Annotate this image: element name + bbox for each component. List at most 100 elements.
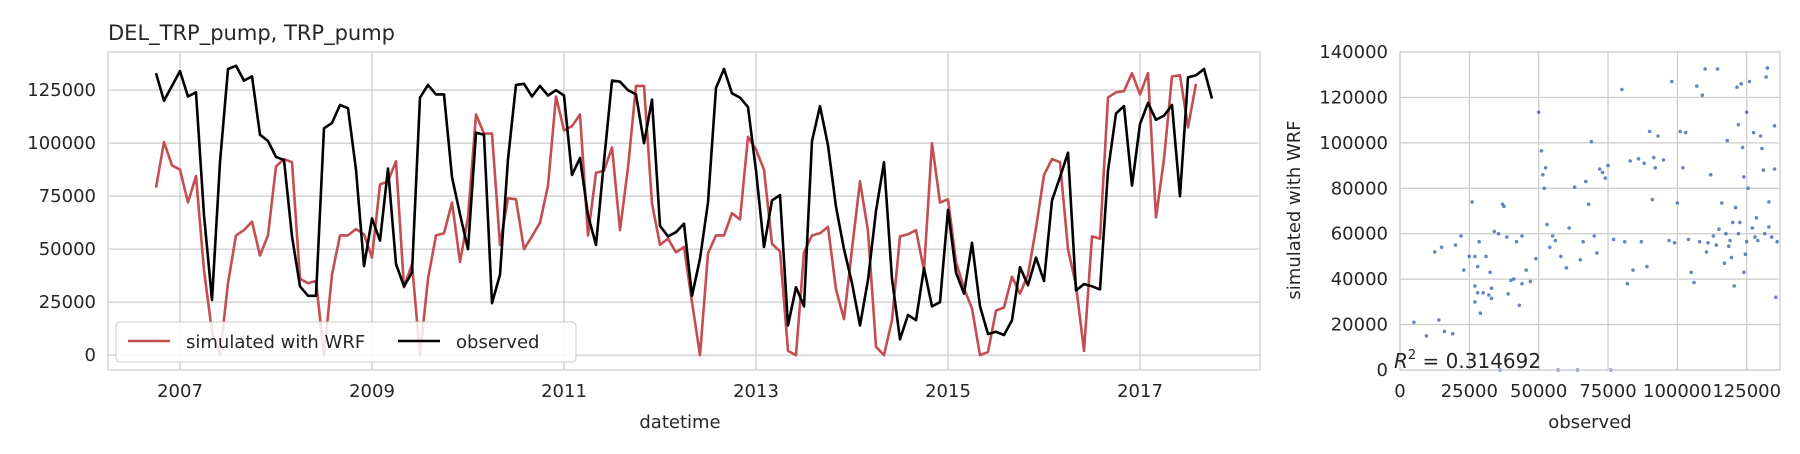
scatter-point xyxy=(1750,226,1755,230)
scatter-point xyxy=(1728,238,1732,243)
scatter-point xyxy=(1675,201,1680,205)
scatter-point xyxy=(1747,79,1752,84)
scatter-point xyxy=(1528,279,1533,284)
legend-label-simulated: simulated with WRF xyxy=(186,332,365,353)
scatter-point xyxy=(1753,235,1757,239)
scatter-point xyxy=(1708,172,1713,177)
y-tick-label: 20000 xyxy=(1331,315,1388,336)
scatter-point xyxy=(1724,231,1728,236)
scatter-point xyxy=(1744,110,1749,114)
scatter-point xyxy=(1722,261,1727,266)
x-tick-label: 75000 xyxy=(1579,381,1636,402)
scatter-point xyxy=(1692,280,1696,285)
scatter-point xyxy=(1539,149,1544,153)
scatter-point xyxy=(1586,202,1591,206)
x-tick-label: 125000 xyxy=(1712,381,1781,402)
scatter-point xyxy=(1462,268,1466,272)
scatter-point xyxy=(1545,222,1549,227)
scatter-point xyxy=(1488,270,1492,275)
scatter-point xyxy=(1450,331,1455,336)
series-line-simulated xyxy=(154,71,1198,357)
scatter-point xyxy=(1695,84,1699,88)
scatter-point xyxy=(1553,238,1558,243)
scatter-point xyxy=(1731,220,1735,225)
x-tick-label: 2013 xyxy=(733,381,779,402)
scatter-point xyxy=(1597,167,1602,171)
scatter-point xyxy=(1700,93,1705,97)
scatter-point xyxy=(1550,234,1555,238)
scatter-point xyxy=(1636,157,1641,161)
timeseries-chart: DEL_TRP_pump, TRP_pump 2007 2009 2011 2013 2… xyxy=(27,21,1261,433)
scatter-point xyxy=(1622,239,1627,244)
scatter-point xyxy=(1475,291,1480,295)
scatter-point xyxy=(1473,284,1477,288)
scatter-point xyxy=(1742,270,1746,275)
scatter-point xyxy=(1650,197,1655,202)
scatter-point xyxy=(1489,296,1494,301)
x-tick-label: 2017 xyxy=(1117,381,1163,402)
scatter-point xyxy=(1467,254,1472,259)
scatter-point xyxy=(1761,168,1766,172)
scatter-point xyxy=(1581,239,1585,244)
scatter-point xyxy=(1625,281,1630,286)
scatter-point xyxy=(1424,334,1429,338)
scatter-point xyxy=(1514,239,1519,244)
scatter-point xyxy=(1732,284,1736,288)
scatter-x-axis-label: observed xyxy=(1548,412,1631,433)
scatter-point xyxy=(1564,266,1569,270)
annotation-sup: 2 xyxy=(1408,348,1416,363)
scatter-point xyxy=(1509,278,1513,283)
scatter-point xyxy=(1559,254,1563,259)
scatter-point xyxy=(1473,254,1477,259)
scatter-point xyxy=(1726,244,1731,248)
scatter-point xyxy=(1459,234,1463,238)
scatter-point xyxy=(1489,286,1494,291)
scatter-point xyxy=(1703,67,1707,71)
scatter-point xyxy=(1470,200,1474,204)
scatter-point xyxy=(1735,85,1739,89)
x-tick-label: 50000 xyxy=(1510,381,1567,402)
scatter-point xyxy=(1744,239,1749,244)
scatter-x-ticks: 0 25000 50000 75000 100000 125000 xyxy=(1394,381,1781,402)
scatter-point xyxy=(1647,129,1652,134)
scatter-point xyxy=(1534,256,1538,261)
scatter-point xyxy=(1714,243,1718,247)
scatter-point xyxy=(1603,176,1608,180)
scatter-point xyxy=(1524,268,1528,272)
y-tick-label: 100000 xyxy=(27,133,96,154)
scatter-point xyxy=(1639,239,1644,244)
y-tick-label: 75000 xyxy=(39,186,96,207)
scatter-point xyxy=(1774,295,1778,300)
timeseries-x-axis-label: datetime xyxy=(639,412,720,433)
scatter-point xyxy=(1670,79,1674,84)
scatter-point xyxy=(1775,239,1779,244)
scatter-point xyxy=(1520,234,1524,238)
scatter-point xyxy=(1729,255,1734,260)
scatter-point xyxy=(1667,238,1671,243)
scatter-point xyxy=(1578,258,1583,262)
scatter-point xyxy=(1600,170,1605,175)
x-tick-label: 2007 xyxy=(157,381,203,402)
scatter-point xyxy=(1711,234,1716,238)
scatter-point xyxy=(1595,251,1599,255)
scatter-point xyxy=(1689,270,1693,275)
scatter-point xyxy=(1769,235,1774,239)
scatter-point xyxy=(1536,110,1541,114)
scatter-y-ticks: 0 20000 40000 60000 80000 100000 120000 140000 xyxy=(1319,42,1388,381)
annotation-r: R xyxy=(1394,349,1408,373)
scatter-point xyxy=(1653,166,1657,170)
x-tick-label: 0 xyxy=(1394,381,1405,402)
scatter-point xyxy=(1678,129,1682,134)
scatter-grid xyxy=(1399,51,1780,371)
scatter-point xyxy=(1631,268,1635,272)
scatter-chart: 0 25000 50000 75000 100000 125000 02000040000… xyxy=(1284,42,1781,433)
scatter-point xyxy=(1572,185,1577,189)
scatter-point xyxy=(1772,124,1777,128)
scatter-point xyxy=(1717,227,1721,231)
timeseries-frame xyxy=(107,51,1261,371)
scatter-point xyxy=(1481,291,1485,295)
y-tick-label: 120000 xyxy=(1319,87,1388,108)
scatter-point xyxy=(1496,231,1501,236)
y-tick-label: 140000 xyxy=(1319,42,1388,63)
